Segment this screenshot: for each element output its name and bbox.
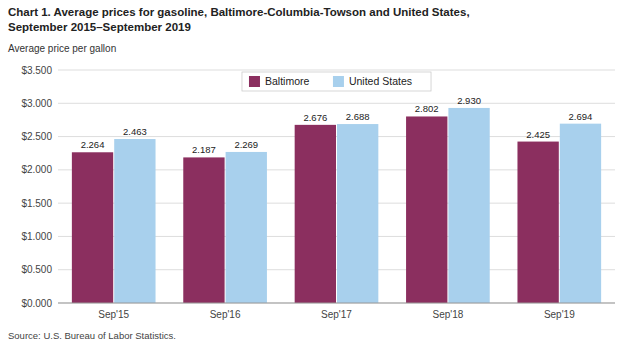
subtitle: September 2015–September 2019 — [8, 21, 191, 33]
data-labels: 2.264 2.187 2.676 2.802 2.425 2.463 2.269 2.688… — [81, 95, 593, 155]
bar — [114, 139, 155, 303]
x-tick-label: Sep'18 — [432, 309, 463, 320]
data-label: 2.187 — [192, 144, 216, 155]
x-axis-line — [58, 303, 615, 304]
data-label: 2.264 — [81, 139, 105, 150]
bar — [560, 124, 601, 303]
legend-label: United States — [349, 75, 412, 87]
grid-line — [58, 303, 615, 304]
x-tick-label: Sep'17 — [321, 309, 352, 320]
grid-line — [58, 103, 615, 104]
grid — [58, 70, 615, 303]
data-label: 2.676 — [303, 112, 327, 123]
y-tick-label: $3.000 — [21, 98, 52, 109]
y-tick-label: $2.000 — [21, 164, 52, 175]
data-label: 2.802 — [415, 103, 439, 114]
y-tick-label: $3.500 — [21, 65, 52, 76]
y-tick-label: $0.500 — [21, 264, 52, 275]
bar — [406, 116, 447, 303]
data-label: 2.463 — [123, 126, 147, 137]
y-tick-label: $2.500 — [21, 131, 52, 142]
bar — [295, 125, 336, 303]
grid-line — [58, 70, 615, 71]
legend-swatch — [249, 76, 260, 87]
bars — [72, 108, 601, 303]
source: Source: U.S. Bureau of Labor Statistics. — [8, 330, 176, 341]
x-tick-label: Sep'15 — [98, 309, 129, 320]
bar — [226, 152, 267, 303]
data-label: 2.688 — [346, 111, 370, 122]
bar — [448, 108, 489, 303]
bar — [72, 152, 113, 303]
x-tick-label: Sep'16 — [210, 309, 241, 320]
legend-label: Baltimore — [265, 75, 310, 87]
data-label: 2.930 — [457, 95, 481, 106]
data-label: 2.694 — [569, 111, 593, 122]
x-tick-label: Sep'19 — [544, 309, 575, 320]
bar — [517, 142, 558, 303]
bar — [337, 124, 378, 303]
y-tick-label: $0.000 — [21, 298, 52, 309]
y-axis-label: Average price per gallon — [8, 43, 116, 54]
y-tick-label: $1.000 — [21, 231, 52, 242]
bar — [183, 157, 224, 303]
data-label: 2.425 — [526, 129, 550, 140]
title: Chart 1. Average prices for gasoline, Ba… — [8, 6, 470, 18]
legend-box — [242, 72, 431, 91]
chart: Chart 1. Average prices for gasoline, Ba… — [0, 0, 629, 345]
legend: Baltimore United States — [242, 72, 431, 91]
y-tick-label: $1.500 — [21, 198, 52, 209]
data-label: 2.269 — [234, 139, 258, 150]
legend-swatch — [333, 76, 344, 87]
